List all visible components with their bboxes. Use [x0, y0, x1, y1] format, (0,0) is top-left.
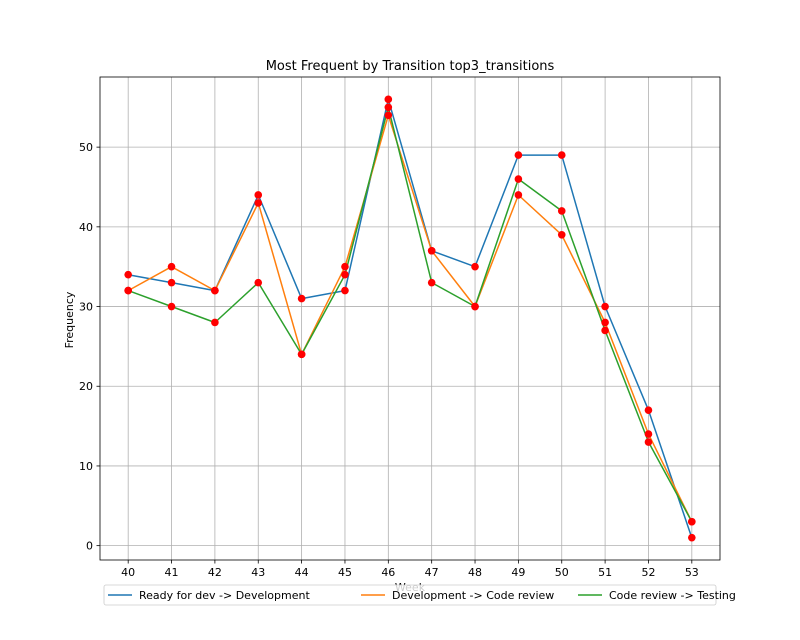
x-tick-label: 51: [598, 566, 612, 579]
data-point-series-2: [254, 199, 263, 207]
data-point-series-2: [557, 231, 566, 239]
plot-frame: [99, 76, 721, 561]
data-point-series-1: [471, 262, 479, 271]
data-point-series-3: [427, 278, 436, 287]
legend-label-3: Code review -> Testing: [609, 589, 736, 602]
grid-lines: [100, 77, 720, 560]
data-point-series-1: [124, 270, 132, 279]
data-point-series-3: [211, 318, 219, 327]
series-line-2: [127, 114, 693, 523]
data-point-series-1: [557, 151, 566, 159]
y-tick-label: 50: [79, 141, 93, 154]
data-point-series-1: [688, 533, 696, 542]
x-tick-label: 48: [468, 566, 482, 579]
plot-area: [100, 77, 720, 560]
data-point-series-1: [254, 191, 263, 199]
data-point-series-3: [384, 103, 393, 112]
data-point-series-3: [341, 270, 349, 279]
data-point-series-3: [167, 302, 176, 311]
data-point-series-3: [297, 350, 306, 359]
legend-box: [103, 584, 717, 606]
data-point-series-3: [124, 286, 132, 295]
x-tick-label: 42: [208, 566, 222, 579]
data-point-series-1: [384, 95, 393, 104]
x-tick-label: 53: [685, 566, 699, 579]
legend: Ready for dev -> Development Development …: [103, 584, 736, 606]
series-lines: [127, 98, 693, 538]
x-tick-label: 50: [555, 566, 569, 579]
axis-ticks: 40 41 42 43 44 45 46 47 48 49 50 51 52 53 0 10 20 30 40 50: [79, 141, 699, 579]
data-point-series-3: [514, 175, 523, 183]
legend-label-2: Development -> Code review: [392, 589, 554, 602]
x-tick-label: 40: [121, 566, 135, 579]
legend-label-1: Ready for dev -> Development: [139, 589, 310, 602]
x-tick-label: 41: [165, 566, 179, 579]
x-tick-label: 47: [425, 566, 439, 579]
y-tick-label: 20: [79, 380, 93, 393]
series-line-3: [127, 106, 693, 523]
data-point-series-2: [427, 246, 436, 255]
x-tick-label: 49: [511, 566, 525, 579]
data-point-series-2: [601, 318, 609, 327]
data-point-series-1: [514, 151, 523, 159]
data-point-series-2: [384, 111, 393, 120]
data-point-series-1: [297, 294, 306, 303]
x-tick-label: 52: [641, 566, 655, 579]
data-point-series-1: [341, 286, 349, 295]
data-point-series-3: [644, 438, 653, 446]
data-point-series-3: [471, 302, 479, 311]
data-point-series-1: [644, 406, 653, 414]
data-markers: [124, 95, 696, 542]
data-point-series-1: [601, 302, 609, 311]
data-point-series-3: [557, 207, 566, 215]
y-tick-label: 30: [79, 301, 93, 314]
chart-title: Most Frequent by Transition top3_transit…: [266, 59, 555, 74]
y-tick-label: 0: [86, 540, 93, 553]
data-point-series-2: [341, 262, 349, 271]
x-tick-label: 44: [295, 566, 309, 579]
y-tick-label: 40: [79, 221, 93, 234]
x-tick-label: 43: [251, 566, 265, 579]
x-tick-label: 46: [381, 566, 395, 579]
data-point-series-2: [514, 191, 523, 199]
data-point-series-2: [644, 430, 653, 438]
y-axis-label: Frequency: [63, 291, 76, 348]
data-point-series-3: [601, 326, 609, 335]
data-point-series-3: [254, 278, 263, 287]
x-tick-label: 45: [338, 566, 352, 579]
data-point-series-1: [167, 278, 176, 287]
data-point-series-3: [688, 517, 696, 526]
y-tick-label: 10: [79, 460, 93, 473]
data-point-series-2: [167, 262, 176, 271]
data-point-series-2: [211, 286, 219, 295]
